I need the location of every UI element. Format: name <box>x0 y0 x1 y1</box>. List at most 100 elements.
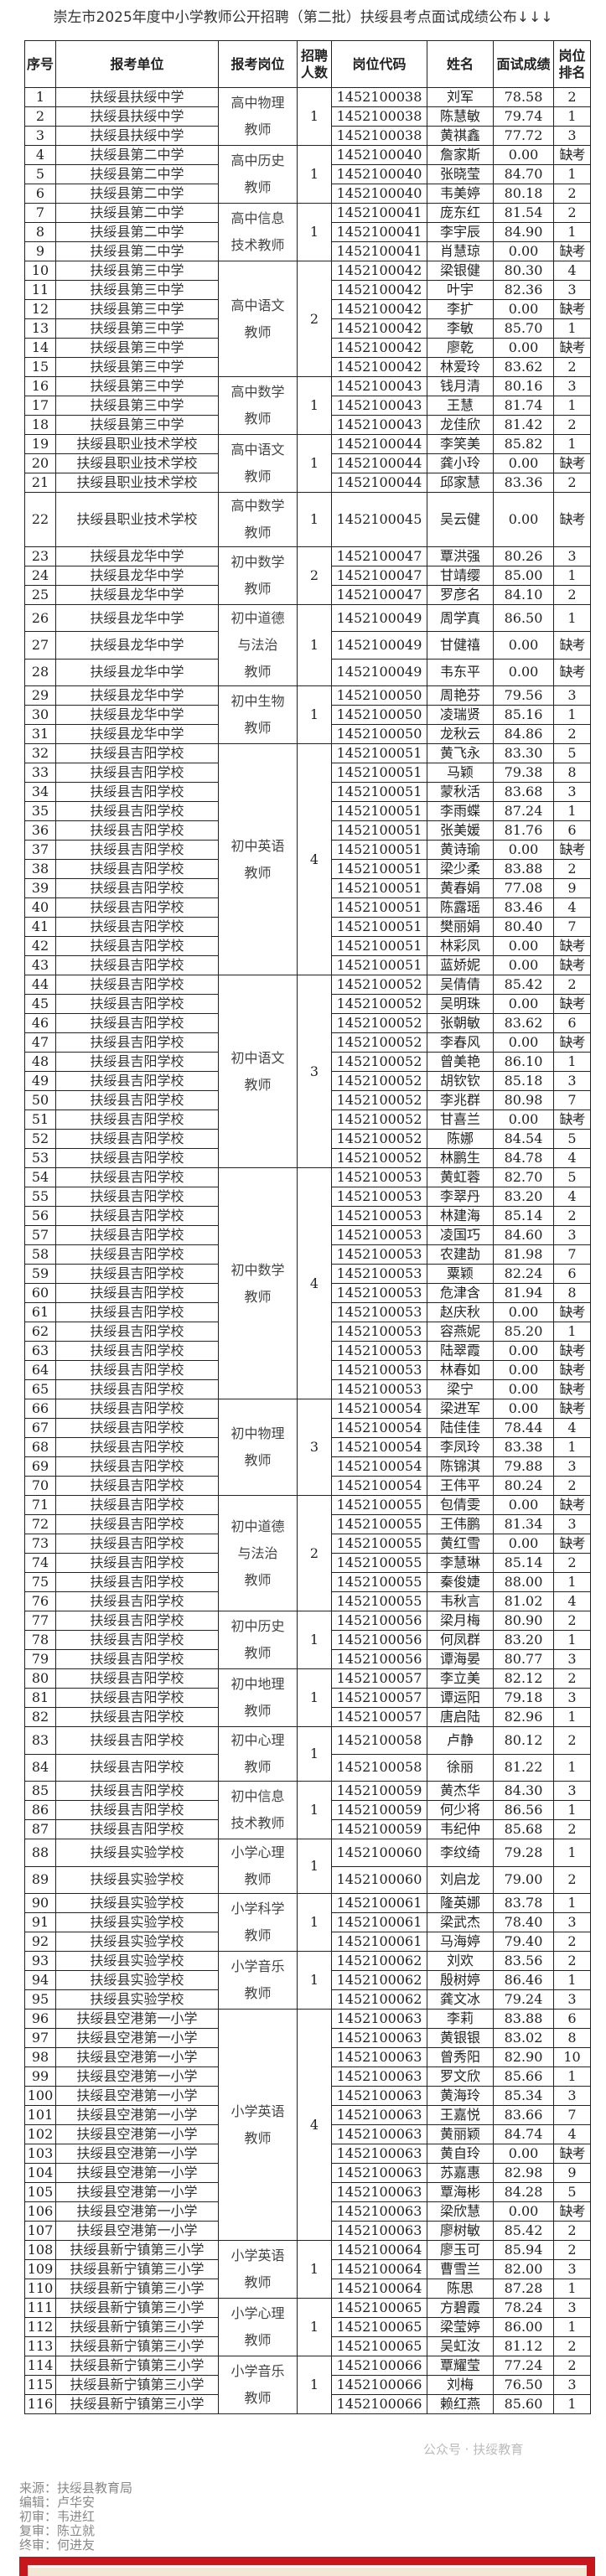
row-number: 36 <box>24 820 56 841</box>
unit: 扶绥县龙华中学 <box>55 658 219 687</box>
position-code: 1452100054 <box>331 1437 427 1457</box>
table-row: 17 扶绥县第三中学 1452100043 王慧 81.74 1 <box>24 396 591 416</box>
position-code: 1452100059 <box>331 1800 427 1820</box>
table-row: 91 扶绥县实验学校 1452100061 梁武杰 78.40 3 <box>24 1912 591 1932</box>
interview-score: 81.42 <box>493 415 554 435</box>
candidate-name: 吴倩倩 <box>427 975 494 995</box>
unit: 扶绥县龙华中学 <box>55 546 219 566</box>
candidate-name: 马颖 <box>427 763 494 783</box>
table-row: 116 扶绥县新宁镇第三小学 1452100066 赖红燕 85.60 1 <box>24 2394 591 2414</box>
unit: 扶绥县吉阳学校 <box>55 1514 219 1534</box>
post: 小学音乐 教师 <box>218 2356 298 2414</box>
row-number: 58 <box>24 1244 56 1265</box>
position-rank: 缺考 <box>553 241 591 261</box>
table-row: 1 扶绥县扶绥中学 高中物理 教师 1 1452100038 刘军 78.58 2 <box>24 87 591 146</box>
quota: 1 <box>297 203 332 261</box>
candidate-name: 龚小玲 <box>427 453 494 473</box>
header-score: 面试成绩 <box>493 40 554 88</box>
position-code: 1452100041 <box>331 241 427 261</box>
row-number: 21 <box>24 473 56 493</box>
interview-score: 81.76 <box>493 820 554 841</box>
candidate-name: 何少将 <box>427 1800 494 1820</box>
interview-score: 81.22 <box>493 1753 554 1782</box>
table-row: 2 扶绥县扶绥中学 1452100038 陈慧敏 79.74 1 <box>24 106 591 127</box>
interview-score: 85.60 <box>493 2394 554 2414</box>
header-rank: 岗位排名 <box>553 40 591 88</box>
candidate-name: 谭运阳 <box>427 1688 494 1708</box>
table-row: 41 扶绥县吉阳学校 1452100051 樊丽娟 80.40 7 <box>24 917 591 937</box>
unit: 扶绥县第三中学 <box>55 261 219 281</box>
unit: 扶绥县吉阳学校 <box>55 936 219 956</box>
table-header-row: 序号 报考单位 报考岗位 招聘人数 岗位代码 姓名 面试成绩 岗位排名 <box>24 40 591 88</box>
table-row: 86 扶绥县吉阳学校 1452100059 何少将 86.56 1 <box>24 1800 591 1820</box>
position-code: 1452100047 <box>331 585 427 605</box>
row-number: 59 <box>24 1264 56 1284</box>
candidate-name: 凌瑞贤 <box>427 705 494 725</box>
position-rank: 2 <box>553 585 591 605</box>
position-rank: 3 <box>553 1225 591 1245</box>
table-row: 110 扶绥县新宁镇第三小学 1452100064 陈思 87.28 1 <box>24 2279 591 2299</box>
candidate-name: 张美媛 <box>427 820 494 841</box>
position-rank: 缺考 <box>553 955 591 975</box>
unit: 扶绥县吉阳学校 <box>55 859 219 879</box>
table-row: 51 扶绥县吉阳学校 1452100052 甘喜兰 0.00 缺考 <box>24 1110 591 1130</box>
post: 小学科学 教师 <box>218 1893 298 1952</box>
candidate-name: 吴虹汝 <box>427 2336 494 2356</box>
position-code: 1452100061 <box>331 1893 427 1913</box>
quota: 4 <box>297 2009 332 2241</box>
unit: 扶绥县空港第一小学 <box>55 2124 219 2144</box>
row-number: 89 <box>24 1865 56 1894</box>
interview-score: 85.16 <box>493 705 554 725</box>
position-code: 1452100060 <box>331 1839 427 1867</box>
candidate-name: 徐丽 <box>427 1753 494 1782</box>
position-code: 1452100043 <box>331 376 427 396</box>
position-rank: 3 <box>553 126 591 146</box>
position-code: 1452100066 <box>331 2375 427 2395</box>
candidate-name: 林彩凤 <box>427 936 494 956</box>
position-code: 1452100055 <box>331 1495 427 1515</box>
interview-score: 0.00 <box>493 631 554 660</box>
interview-score: 84.30 <box>493 1781 554 1801</box>
position-code: 1452100052 <box>331 1071 427 1091</box>
unit: 扶绥县实验学校 <box>55 1932 219 1952</box>
table-row: 81 扶绥县吉阳学校 1452100057 谭运阳 79.18 3 <box>24 1688 591 1708</box>
position-code: 1452100042 <box>331 357 427 377</box>
position-code: 1452100066 <box>331 2356 427 2376</box>
position-code: 1452100054 <box>331 1456 427 1477</box>
post: 初中生物 教师 <box>218 685 298 744</box>
position-rank: 2 <box>553 1819 591 1839</box>
candidate-name: 龙佳欣 <box>427 415 494 435</box>
table-row: 114 扶绥县新宁镇第三小学 小学音乐 教师 1 1452100066 覃耀莹 77.24 2 <box>24 2356 591 2414</box>
candidate-name: 叶宇 <box>427 280 494 300</box>
position-code: 1452100064 <box>331 2240 427 2260</box>
position-rank: 4 <box>553 261 591 281</box>
position-rank: 缺考 <box>553 1495 591 1515</box>
unit: 扶绥县吉阳学校 <box>55 1032 219 1053</box>
table-row: 8 扶绥县第二中学 1452100041 李宇辰 84.90 1 <box>24 222 591 242</box>
table-row: 20 扶绥县职业技术学校 1452100044 龚小玲 0.00 缺考 <box>24 453 591 473</box>
table-row: 52 扶绥县吉阳学校 1452100052 陈娜 84.54 5 <box>24 1129 591 1149</box>
header-unit: 报考单位 <box>55 40 219 88</box>
candidate-name: 李雨蝶 <box>427 801 494 821</box>
quota: 1 <box>297 492 332 547</box>
unit: 扶绥县空港第一小学 <box>55 2144 219 2164</box>
unit: 扶绥县吉阳学校 <box>55 1611 219 1631</box>
position-rank: 3 <box>553 1456 591 1477</box>
unit: 扶绥县吉阳学校 <box>55 1302 219 1322</box>
position-code: 1452100053 <box>331 1264 427 1284</box>
candidate-name: 李春风 <box>427 1032 494 1053</box>
unit: 扶绥县空港第一小学 <box>55 2066 219 2087</box>
unit: 扶绥县吉阳学校 <box>55 1225 219 1245</box>
candidate-name: 周艳芬 <box>427 685 494 706</box>
position-code: 1452100061 <box>331 1932 427 1952</box>
candidate-name: 梁宁 <box>427 1379 494 1399</box>
quota: 1 <box>297 87 332 146</box>
position-rank: 1 <box>553 396 591 416</box>
interview-score: 85.42 <box>493 975 554 995</box>
quota: 1 <box>297 604 332 686</box>
candidate-name: 甘靖缨 <box>427 566 494 586</box>
row-number: 115 <box>24 2375 56 2395</box>
unit: 扶绥县第二中学 <box>55 222 219 242</box>
position-rank: 缺考 <box>553 145 591 165</box>
interview-score: 84.28 <box>493 2182 554 2202</box>
